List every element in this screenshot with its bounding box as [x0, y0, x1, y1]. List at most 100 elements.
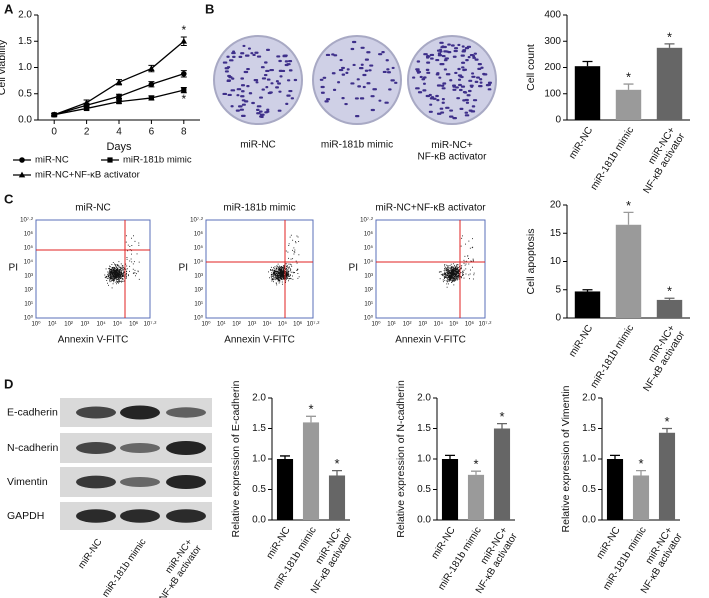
- marker: [181, 71, 187, 77]
- x-tick-label: miR-181b mimic: [589, 125, 637, 192]
- flow-plot: [375, 219, 486, 319]
- flow-y-tick: 10⁷·²: [20, 217, 33, 224]
- y-tick-label: 2.0: [417, 393, 431, 404]
- y-tick-label: 0.0: [18, 115, 32, 126]
- colonies: [319, 40, 398, 118]
- error-bar: [306, 415, 316, 423]
- x-tick-label: miR-NC: [265, 525, 293, 561]
- x-axis-label: Days: [106, 141, 132, 153]
- y-tick-label: 1.5: [18, 36, 32, 47]
- flow-y-tick: 10²: [364, 288, 373, 294]
- band: [120, 477, 160, 487]
- y-tick-label: 0.0: [417, 515, 431, 526]
- flow-x-label: Annexin V-FITC: [395, 335, 466, 346]
- marker: [181, 87, 187, 93]
- x-tick-label: 2: [84, 127, 90, 138]
- bar: [656, 47, 683, 120]
- marker: [19, 157, 25, 163]
- x-tick-label: 4: [116, 127, 122, 138]
- y-tick-label: 1.0: [252, 454, 266, 465]
- bar: [328, 475, 346, 520]
- marker: [51, 111, 58, 118]
- flow-y-tick: 10⁰: [194, 315, 204, 322]
- bar: [656, 299, 683, 318]
- error-bar: [664, 297, 675, 300]
- significance-star: *: [181, 92, 186, 106]
- marker: [148, 65, 155, 71]
- flow-y-tick: 10⁰: [364, 315, 374, 322]
- y-tick-label: 15: [550, 228, 562, 239]
- y-tick-label: 10: [550, 256, 562, 267]
- significance-star: *: [181, 23, 186, 37]
- y-axis-label: Relative expression of Vimentin: [560, 385, 572, 532]
- flow-x-tick: 10⁶: [465, 321, 475, 328]
- error-bar: [471, 470, 481, 475]
- marker: [115, 78, 123, 85]
- y-tick-label: 20: [550, 200, 562, 211]
- y-tick-label: 0.5: [252, 484, 266, 495]
- flow-gate: [206, 220, 313, 318]
- blot-label-box: [5, 502, 60, 530]
- error-bar: [662, 427, 672, 433]
- y-axis-label: Cell apoptosis: [525, 229, 537, 295]
- flow-x-tick: 10¹: [387, 322, 396, 328]
- bar: [493, 428, 511, 520]
- significance-star: *: [664, 414, 669, 429]
- flow-gate: [36, 220, 150, 318]
- plate-label: miR-NC: [240, 140, 276, 151]
- y-axis-label: Relative expression of E-cadherin: [230, 380, 242, 537]
- flow-x-tick: 10⁰: [31, 321, 41, 328]
- significance-star: *: [334, 456, 339, 471]
- flow-x-tick: 10¹: [217, 322, 226, 328]
- y-tick-label: 1.0: [417, 454, 431, 465]
- y-tick-label: 100: [544, 88, 561, 99]
- flow-x-tick: 10¹: [48, 322, 57, 328]
- error-bar: [280, 455, 290, 459]
- flow-y-label: PI: [9, 263, 18, 274]
- flow-x-tick: 10²: [64, 322, 73, 328]
- legend-label: miR-NC: [35, 155, 69, 166]
- flow-x-tick: 10⁴: [97, 321, 107, 328]
- y-tick-label: 0.0: [582, 515, 596, 526]
- blot-row-label: Vimentin: [7, 476, 48, 488]
- band: [120, 443, 160, 453]
- flow-x-tick: 10³: [248, 322, 257, 328]
- marker: [148, 81, 155, 88]
- flow-x-label: Annexin V-FITC: [58, 335, 129, 346]
- bar: [574, 291, 601, 318]
- flow-x-tick: 10⁵: [449, 321, 459, 328]
- bar: [302, 422, 320, 520]
- flow-x-tick: 10³: [81, 322, 90, 328]
- error-bar: [582, 60, 593, 67]
- flow-y-tick: 10⁵: [194, 245, 204, 252]
- marker: [180, 37, 187, 44]
- flow-y-tick: 10³: [364, 274, 373, 280]
- flow-x-tick: 10⁵: [278, 321, 288, 328]
- significance-star: *: [638, 456, 643, 471]
- flow-events: [104, 235, 140, 289]
- significance-star: *: [499, 409, 504, 424]
- flow-y-tick: 10⁷·²: [190, 217, 203, 224]
- flow-y-tick: 10⁷·²: [360, 217, 373, 224]
- error-bar: [623, 211, 634, 225]
- flow-events: [438, 235, 475, 288]
- flow-y-tick: 10⁴: [364, 259, 374, 266]
- flow-title: miR-181b mimic: [223, 203, 295, 214]
- marker: [84, 105, 90, 112]
- flow-x-tick: 10⁰: [371, 321, 381, 328]
- y-tick-label: 2.0: [18, 10, 32, 21]
- flow-y-tick: 10¹: [194, 302, 203, 308]
- flow-x-tick: 10³: [418, 322, 427, 328]
- bar: [606, 459, 624, 520]
- x-tick-label: miR-NC: [567, 125, 595, 161]
- colonies: [222, 44, 298, 119]
- x-tick-label: 8: [181, 127, 187, 138]
- blot-label-box: [5, 467, 60, 497]
- flow-x-tick: 10⁴: [434, 321, 444, 328]
- blot-row-label: N-cadherin: [7, 442, 59, 454]
- flow-y-label: PI: [349, 263, 358, 274]
- panel-label: B: [205, 1, 214, 16]
- panel-label: A: [4, 1, 14, 16]
- blot-label-box: [5, 433, 60, 463]
- flow-y-tick: 10¹: [24, 302, 33, 308]
